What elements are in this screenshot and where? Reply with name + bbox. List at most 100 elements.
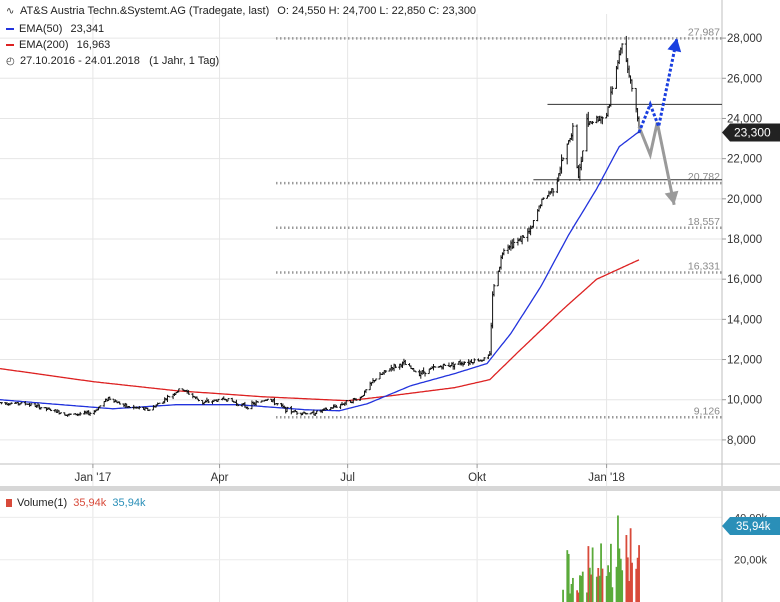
- ohlc-bar: [403, 359, 407, 366]
- ohlc-bar: [600, 116, 604, 125]
- volume-value-down: 35,94k: [73, 497, 107, 509]
- price-tick-label: 26,000: [727, 73, 762, 85]
- clock-icon: ◴: [6, 56, 15, 67]
- ohlc-bar: [187, 390, 191, 395]
- volume-bar: [587, 546, 590, 602]
- ohlc-bar: [344, 400, 348, 406]
- ohlc-bar: [561, 157, 565, 162]
- volume-bar: [628, 580, 631, 602]
- volume-bar: [631, 562, 633, 602]
- volume-bar: [635, 568, 638, 602]
- ohlc-bar: [512, 238, 516, 249]
- volume-bar: [595, 576, 598, 602]
- ohlc-bar: [591, 121, 595, 125]
- ema200-swatch: [6, 44, 14, 47]
- volume-bar: [591, 547, 594, 602]
- forecast-up-arrow: [637, 37, 682, 134]
- volume-bar: [601, 568, 604, 602]
- volume-bar: [580, 575, 583, 602]
- current-volume-tag: [722, 516, 780, 535]
- volume-label: Volume(1): [17, 497, 68, 509]
- volume-bar: [569, 593, 571, 602]
- ohlc-bar: [29, 403, 33, 407]
- ohlc-bar: [378, 372, 382, 380]
- volume-bar: [597, 567, 600, 602]
- ohlc-bar: [196, 398, 200, 402]
- volume-bar: [618, 548, 621, 602]
- ohlc-bar: [256, 401, 260, 403]
- volume-bar: [617, 515, 619, 602]
- ohlc-bar: [374, 378, 378, 382]
- time-tick-label: Apr: [211, 472, 229, 484]
- ohlc-bar: [462, 361, 466, 365]
- ohlc-bar: [265, 398, 269, 401]
- level-label: 16,331: [688, 261, 720, 273]
- time-tick-label: Jan '17: [75, 472, 112, 484]
- volume-bar: [615, 566, 618, 602]
- volume-bar: [629, 528, 632, 602]
- ohlc-readout: O: 24,550 H: 24,700 L: 22,850 C: 23,300: [277, 5, 477, 17]
- volume-bar: [581, 571, 584, 602]
- ohlc-bar: [206, 399, 210, 403]
- period-range: 27.10.2016 - 24.01.2018: [20, 55, 140, 67]
- volume-bar: [626, 557, 629, 602]
- volume-bar: [611, 587, 614, 602]
- legend-ema200[interactable]: EMA(200) 16,963: [6, 39, 110, 51]
- ohlc-bar: [285, 406, 289, 413]
- volume-bar: [576, 590, 579, 602]
- ohlc-bar: [565, 143, 569, 165]
- level-label: 20,782: [688, 171, 720, 183]
- ohlc-bar: [236, 403, 240, 407]
- ohlc-bar: [118, 401, 122, 405]
- volume-bar: [625, 535, 628, 602]
- current-price-tag: [722, 123, 780, 142]
- chart-type-icon: ∿: [6, 6, 15, 17]
- ohlc-bar: [453, 363, 457, 370]
- volume-value-up: 35,94k: [112, 497, 146, 509]
- ohlc-bar: [502, 248, 506, 256]
- volume-bar: [577, 592, 580, 602]
- ohlc-bar: [127, 406, 131, 408]
- volume-bar: [600, 543, 602, 602]
- forecast-arrowhead: [664, 190, 679, 205]
- ohlc-bar: [226, 398, 230, 402]
- instrument-header: ∿ AT&S Austria Techn.&Systemt.AG (Tradega…: [6, 5, 476, 17]
- legend-ema50[interactable]: EMA(50) 23,341: [6, 23, 104, 35]
- ohlc-bar: [551, 188, 555, 197]
- volume-bar: [598, 575, 601, 602]
- volume-swatch: [6, 499, 12, 508]
- forecast-arrowhead: [667, 38, 682, 53]
- ohlc-bar: [157, 402, 161, 405]
- volume-bar: [586, 592, 588, 602]
- ohlc-bar: [137, 406, 141, 410]
- legend-volume[interactable]: Volume(1) 35,94k 35,94k: [6, 497, 145, 509]
- ohlc-bar: [541, 197, 545, 201]
- period-note: (1 Jahr, 1 Tag): [149, 55, 220, 67]
- ohlc-bar: [384, 370, 388, 373]
- pane-separator: [0, 486, 780, 491]
- price-tick-label: 8,000: [727, 435, 756, 447]
- ohlc-bar: [492, 284, 496, 297]
- time-tick-label: Jul: [340, 472, 355, 484]
- ohlc-bar: [315, 410, 319, 415]
- ohlc-bar: [581, 150, 585, 162]
- forecast-path: [637, 122, 676, 206]
- ohlc-bar: [423, 371, 427, 377]
- time-tick-label: Jan '18: [588, 472, 625, 484]
- ohlc-bar: [0, 402, 3, 405]
- ohlc-bar: [630, 79, 634, 92]
- instrument-name: AT&S Austria Techn.&Systemt.AG (Tradegat…: [20, 5, 270, 17]
- ohlc-bar: [472, 358, 476, 364]
- volume-bar: [607, 565, 609, 602]
- volume-bar: [566, 550, 569, 602]
- ohlc-bar: [295, 411, 299, 416]
- ohlc-bar: [88, 411, 92, 416]
- ohlc-bar: [108, 396, 112, 401]
- ohlc-bar: [9, 402, 13, 405]
- ohlc-bar: [275, 403, 279, 406]
- volume-bar: [588, 567, 591, 602]
- volume-bar: [638, 545, 640, 602]
- price-tick-label: 24,000: [727, 113, 762, 125]
- ohlc-bar: [68, 413, 72, 415]
